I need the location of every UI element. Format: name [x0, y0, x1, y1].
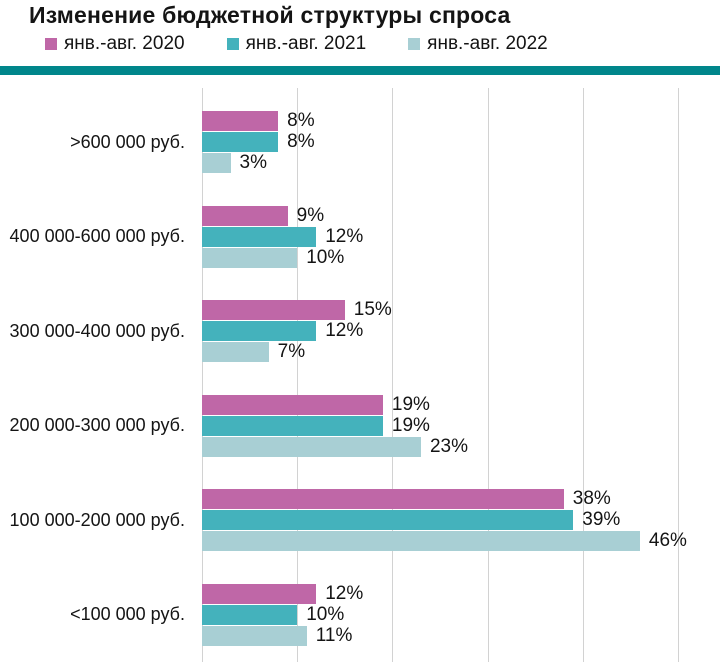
bar — [202, 489, 564, 510]
bar-line: 8% — [202, 110, 678, 132]
category-label: >600 000 руб. — [70, 131, 185, 152]
bar-value-label: 12% — [325, 582, 364, 604]
bar-value-label: 19% — [391, 414, 430, 436]
bar-value-label: 7% — [277, 341, 306, 363]
bar-value-label: 9% — [296, 204, 325, 226]
bar — [202, 205, 288, 226]
legend-label-2020: янв.-авг. 2020 — [64, 33, 185, 54]
legend-item-2021: янв.-авг. 2021 — [226, 33, 367, 55]
legend-swatch-2020 — [45, 38, 57, 50]
bar-line: 46% — [202, 531, 687, 552]
bar-line: 11% — [202, 624, 678, 646]
category-bars: 12% 10% 11% — [202, 568, 678, 662]
gridline-0 — [202, 88, 203, 662]
bar-line: 12% — [202, 320, 678, 342]
category-row: 300 000-400 000 руб. 15% 12% 7% — [0, 284, 720, 379]
category-row: >600 000 руб. 8% 8% 3% — [0, 95, 720, 190]
bar-line: 38% — [202, 488, 678, 510]
legend: янв.-авг. 2020 янв.-авг. 2021 янв.-авг. … — [45, 33, 548, 55]
bar-value-label: 39% — [582, 509, 621, 531]
bar-line: 19% — [202, 393, 678, 415]
bar-line: 10% — [202, 603, 678, 625]
bar-value-label: 10% — [306, 246, 345, 268]
bar-value-label: 15% — [353, 299, 392, 321]
bar — [202, 531, 640, 552]
bar-value-label: 11% — [315, 624, 353, 646]
category-row: <100 000 руб. 12% 10% 11% — [0, 568, 720, 662]
bar — [202, 111, 279, 132]
gridline-layer — [202, 88, 679, 662]
bar-chart: >600 000 руб. 8% 8% 3% 400 000-600 000 р… — [0, 88, 720, 662]
category-label: <100 000 руб. — [70, 604, 185, 625]
bar — [202, 415, 383, 436]
category-bars: 15% 12% 7% — [202, 284, 678, 379]
bar — [202, 247, 298, 268]
gridline-30 — [487, 88, 489, 662]
bar-line: 9% — [202, 204, 678, 226]
bar-line: 15% — [202, 299, 678, 321]
bar-line: 19% — [202, 414, 678, 436]
bar — [202, 604, 298, 625]
gridline-50 — [678, 88, 679, 662]
bar — [202, 321, 317, 342]
category-row: 400 000-600 000 руб. 9% 12% 10% — [0, 190, 720, 285]
chart-title: Изменение бюджетной структуры спроса — [29, 2, 511, 28]
category-bars: 19% 19% 23% — [202, 379, 678, 474]
bar-line: 23% — [202, 435, 678, 457]
bar-value-label: 12% — [325, 320, 364, 342]
category-bars: 8% 8% 3% — [202, 95, 678, 190]
gridline-10 — [297, 88, 299, 662]
bar — [202, 300, 345, 321]
bar-value-label: 3% — [239, 152, 268, 174]
bar-value-label: 12% — [325, 225, 364, 247]
bar — [202, 510, 574, 531]
category-row: 100 000-200 000 руб. 38% 39% 46% — [0, 473, 720, 568]
bar-value-label: 10% — [306, 603, 345, 625]
bar-line: 10% — [202, 246, 678, 268]
legend-label-2022: янв.-авг. 2022 — [427, 33, 548, 54]
category-row: 200 000-300 000 руб. 19% 19% 23% — [0, 379, 720, 474]
category-label: 300 000-400 000 руб. — [9, 320, 185, 341]
category-label: 400 000-600 000 руб. — [9, 226, 185, 247]
bar-value-label: 38% — [572, 488, 611, 510]
category-label: 200 000-300 000 руб. — [9, 415, 185, 436]
bar-value-label: 19% — [391, 393, 430, 415]
bar-line: 12% — [202, 582, 678, 604]
legend-swatch-2022 — [408, 38, 421, 50]
gridline-40 — [582, 88, 584, 662]
bar-line: 39% — [202, 509, 678, 531]
category-bars: 9% 12% 10% — [202, 190, 678, 285]
category-label: 100 000-200 000 руб. — [9, 509, 185, 530]
bar-line: 12% — [202, 225, 678, 247]
bar — [202, 583, 317, 604]
category-bars: 38% 39% 46% — [202, 473, 687, 568]
bar — [202, 394, 383, 415]
bar-value-label: 23% — [429, 435, 468, 457]
bar-value-label: 8% — [287, 131, 315, 153]
legend-label-2021: янв.-авг. 2021 — [245, 33, 367, 54]
bar — [202, 226, 317, 247]
bar — [202, 625, 307, 646]
legend-item-2022: янв.-авг. 2022 — [408, 33, 548, 55]
bar — [202, 132, 279, 153]
bar-value-label: 46% — [648, 530, 687, 552]
bar — [202, 342, 269, 363]
chart-rows: >600 000 руб. 8% 8% 3% 400 000-600 000 р… — [0, 95, 720, 662]
bar — [202, 436, 421, 457]
bar-line: 8% — [202, 131, 678, 153]
legend-swatch-2021 — [226, 38, 239, 50]
bar-line: 7% — [202, 341, 678, 363]
accent-divider-bar — [0, 66, 720, 75]
gridline-20 — [392, 88, 394, 662]
legend-item-2020: янв.-авг. 2020 — [45, 33, 185, 55]
bar — [202, 153, 231, 174]
bar-value-label: 8% — [287, 110, 315, 132]
bar-line: 3% — [202, 152, 678, 174]
